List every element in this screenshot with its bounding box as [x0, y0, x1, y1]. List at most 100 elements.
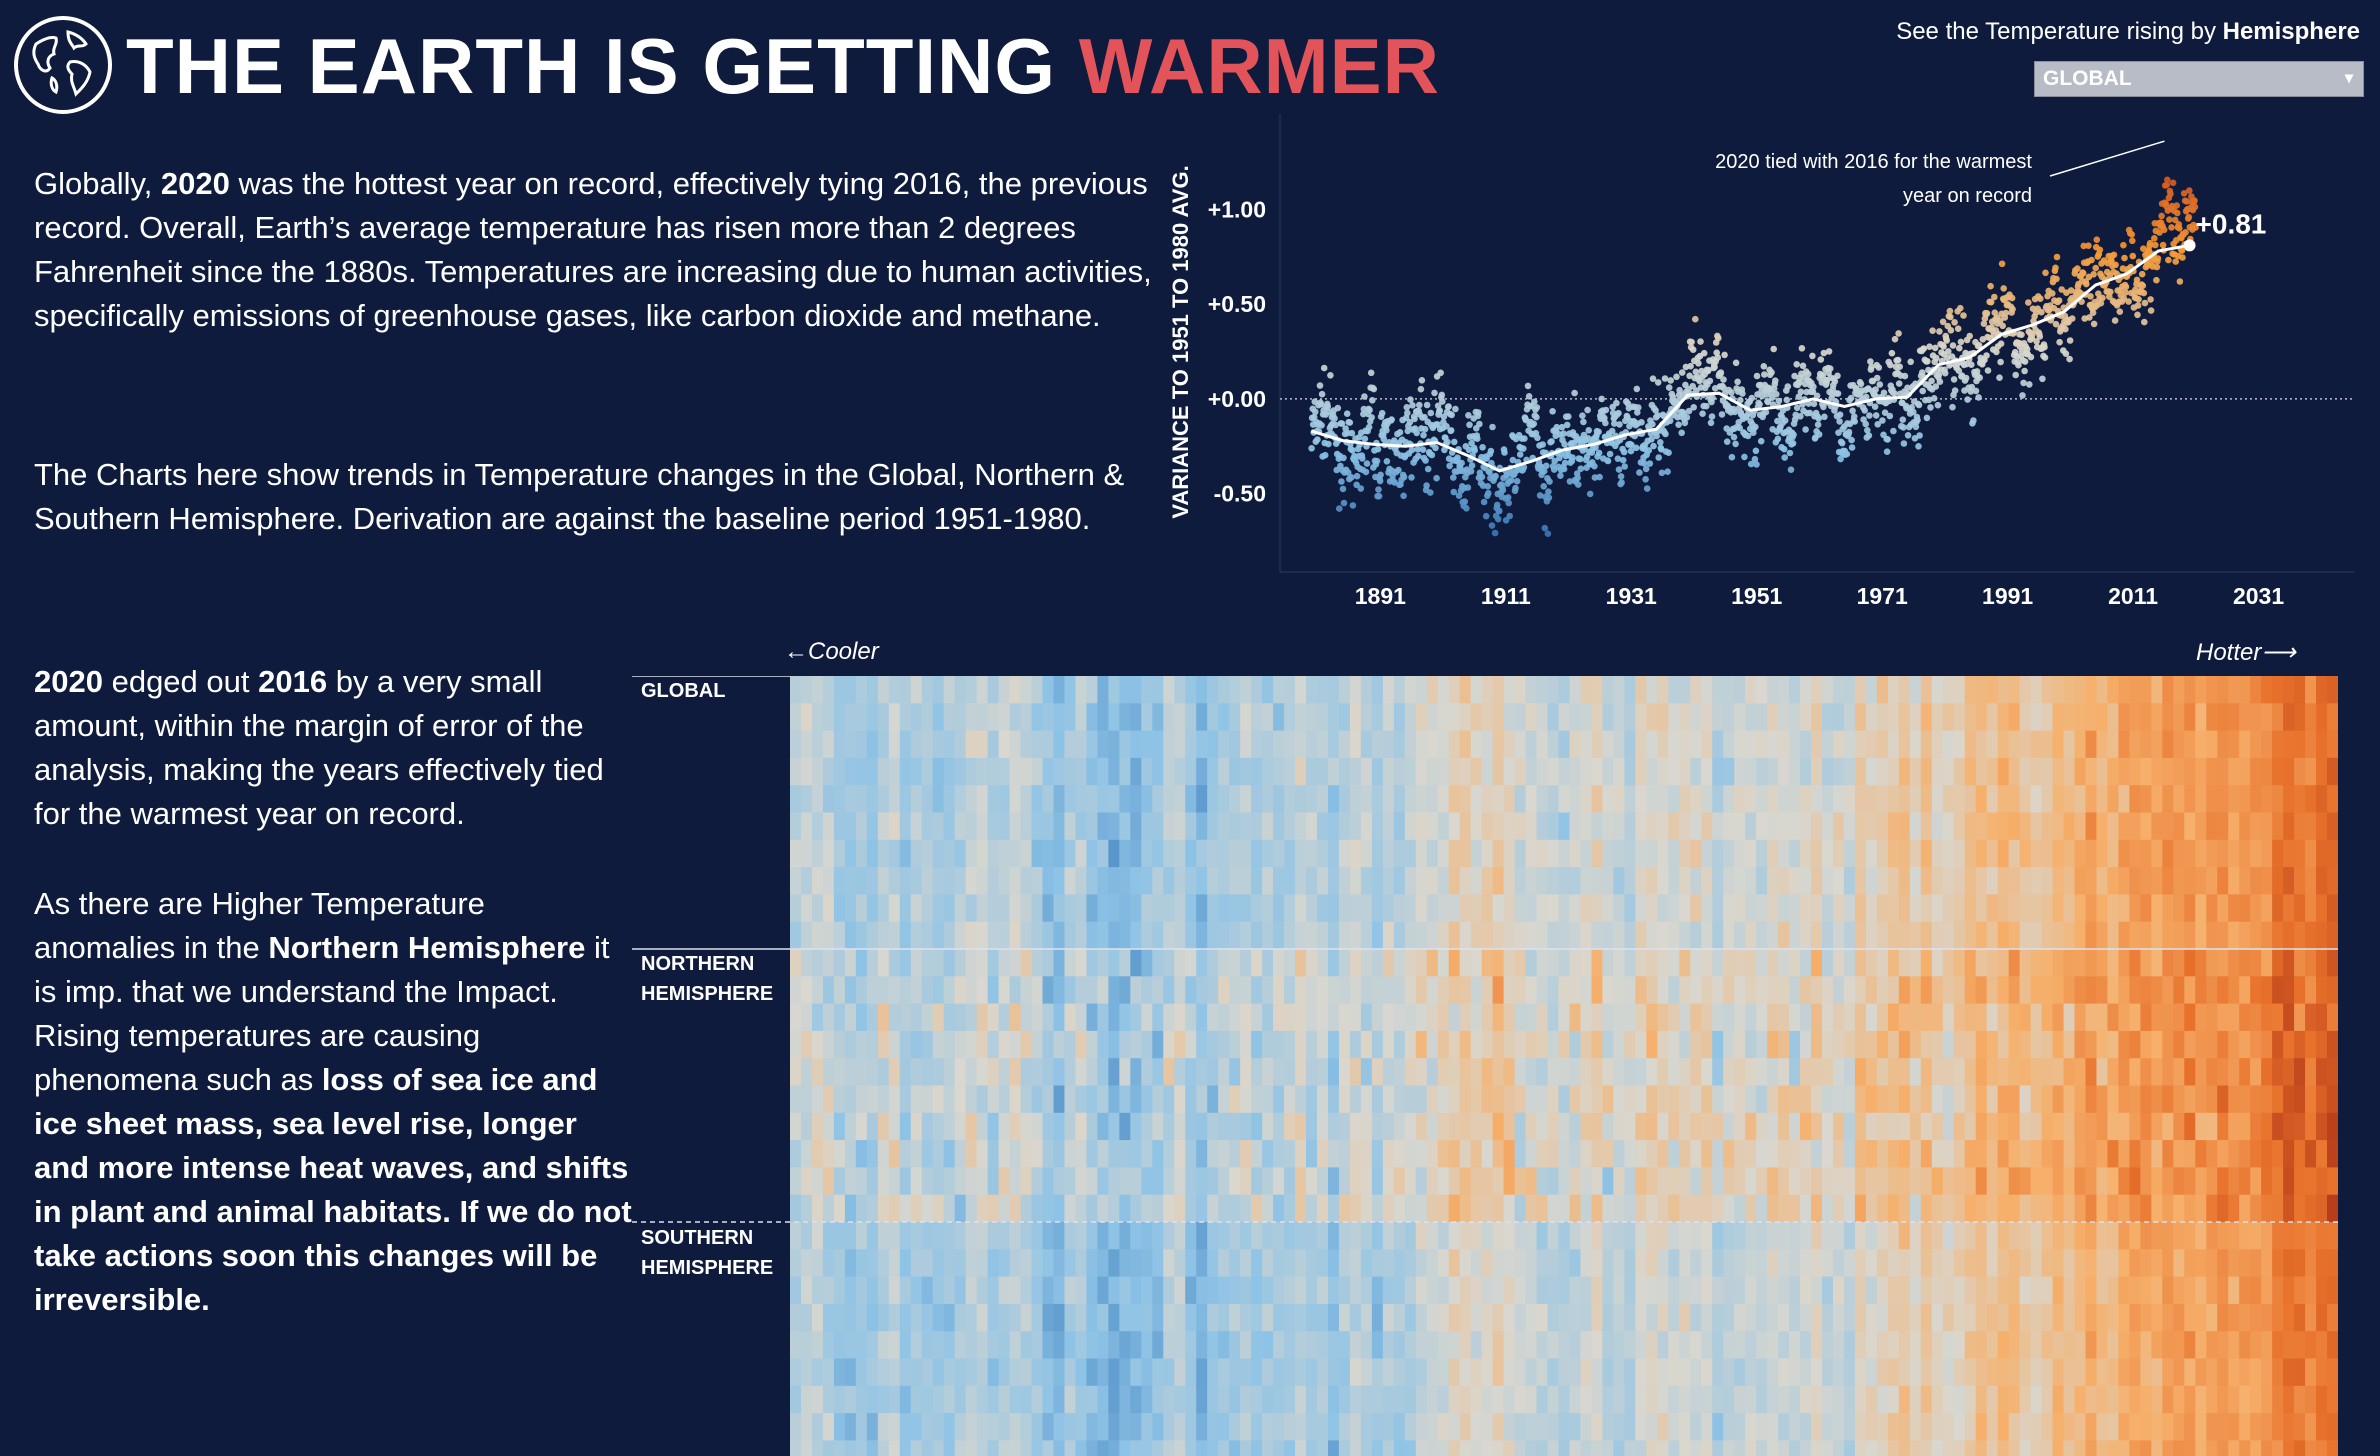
heatmap-cell — [2195, 1003, 2207, 1032]
data-point — [1445, 403, 1452, 410]
data-point — [1849, 407, 1856, 415]
heatmap-cell — [1843, 1085, 1856, 1114]
heatmap-cell — [2096, 949, 2109, 977]
heatmap-cell — [1152, 1167, 1164, 1196]
heatmap-cell — [1909, 703, 1922, 732]
heatmap-cell — [1635, 976, 1647, 1005]
heatmap-cell — [1459, 1194, 1472, 1223]
heatmap-cell — [1185, 1413, 1197, 1441]
data-point — [1813, 392, 1821, 400]
heatmap-cell — [899, 1413, 912, 1441]
heatmap-cell — [1931, 730, 1944, 759]
heatmap-cell — [1558, 1167, 1571, 1196]
heatmap-cell — [1997, 1140, 2010, 1168]
data-point — [1866, 412, 1873, 419]
heatmap-cell — [1832, 949, 1845, 977]
heatmap-cell — [1986, 949, 1999, 977]
heatmap-cell — [1042, 867, 1055, 895]
heatmap-cell — [1163, 1112, 1175, 1141]
heatmap-cell — [888, 949, 901, 977]
heatmap-cell — [932, 976, 945, 1005]
data-point — [2083, 280, 2090, 288]
heatmap-cell — [1964, 757, 1977, 786]
heatmap-cell — [932, 1112, 945, 1141]
heatmap-cell — [866, 1003, 879, 1032]
heatmap-cell — [1273, 703, 1285, 732]
heatmap-cell — [1196, 1276, 1208, 1305]
heatmap-cell — [1690, 949, 1702, 977]
heatmap-cell — [866, 1303, 879, 1332]
heatmap-cell — [2052, 1167, 2065, 1196]
heatmap-cell — [1273, 949, 1285, 977]
heatmap-cell — [1876, 1140, 1889, 1168]
heatmap-cell — [822, 839, 835, 868]
heatmap-cell — [2261, 785, 2273, 814]
heatmap-cell — [1997, 703, 2010, 732]
heatmap-cell — [1064, 757, 1077, 786]
heatmap-cell — [1701, 949, 1713, 977]
heatmap-cell — [2118, 730, 2131, 759]
heatmap-cell — [2074, 785, 2087, 814]
heatmap-cell — [2316, 1003, 2328, 1032]
heatmap-cell — [2272, 1140, 2284, 1168]
heatmap-cell — [1558, 976, 1571, 1005]
heatmap-cell — [2261, 730, 2273, 759]
heatmap-cell — [1679, 839, 1691, 868]
heatmap-cell — [1624, 1167, 1636, 1196]
heatmap-cell — [1349, 921, 1362, 950]
heatmap-cell — [943, 867, 956, 895]
heatmap-cell — [899, 757, 912, 786]
heatmap-cell — [1789, 1058, 1801, 1087]
heatmap-cell — [1481, 921, 1494, 950]
heatmap-cell — [790, 703, 802, 732]
heatmap-cell — [1492, 1085, 1505, 1114]
heatmap-cell — [1009, 1058, 1022, 1087]
heatmap-cell — [877, 1222, 890, 1250]
heatmap-cell — [2096, 1112, 2109, 1141]
data-point — [2067, 287, 2075, 294]
heatmap-cell — [2261, 1058, 2273, 1087]
heatmap-cell — [1920, 1167, 1933, 1196]
heatmap-cell — [1064, 703, 1077, 732]
heatmap-cell — [1141, 1249, 1153, 1278]
heatmap-cell — [1756, 785, 1768, 814]
heatmap-cell — [2129, 1003, 2141, 1032]
heatmap-cell — [866, 1276, 879, 1305]
heatmap-cell — [844, 1030, 857, 1059]
heatmap-cell — [1284, 1194, 1296, 1223]
heatmap-cell — [800, 1331, 813, 1360]
heatmap-cell — [1448, 812, 1461, 841]
hemisphere-dropdown[interactable]: GLOBAL ▾ — [2034, 61, 2364, 97]
heatmap-cell — [1152, 1030, 1164, 1059]
heatmap-cell — [2085, 976, 2098, 1005]
heatmap-cell — [1108, 1385, 1120, 1414]
heatmap-cell — [1591, 730, 1604, 759]
heatmap-cell — [790, 1112, 802, 1141]
heatmap-cell — [2008, 1112, 2021, 1141]
data-point — [1943, 337, 1950, 344]
heatmap-cell — [1229, 894, 1241, 923]
heatmap-cell — [2063, 1194, 2076, 1223]
data-point — [1466, 421, 1473, 429]
heatmap-cell — [1602, 839, 1615, 868]
heatmap-cell — [2261, 1112, 2273, 1141]
heatmap-cell — [987, 867, 1000, 895]
heatmap-cell — [1437, 1194, 1450, 1223]
heatmap-cell — [1020, 1413, 1033, 1441]
heatmap-cell — [1953, 921, 1966, 950]
heatmap-cell — [2228, 1140, 2240, 1168]
data-point — [2041, 343, 2048, 351]
heatmap-cell — [1316, 757, 1329, 786]
heatmap-cell — [1020, 921, 1033, 950]
heatmap-cell — [1975, 839, 1988, 868]
heatmap-cell — [1481, 785, 1494, 814]
heatmap-cell — [1822, 1085, 1834, 1114]
heatmap-cell — [1437, 812, 1450, 841]
heatmap-cell — [1207, 757, 1219, 786]
heatmap-cell — [1086, 730, 1099, 759]
chevron-down-icon[interactable]: ▾ — [2344, 70, 2353, 87]
heatmap-cell — [1613, 1085, 1625, 1114]
heatmap-cell — [1031, 976, 1044, 1005]
heatmap-cell — [1185, 867, 1197, 895]
heatmap-cell — [1338, 730, 1351, 759]
